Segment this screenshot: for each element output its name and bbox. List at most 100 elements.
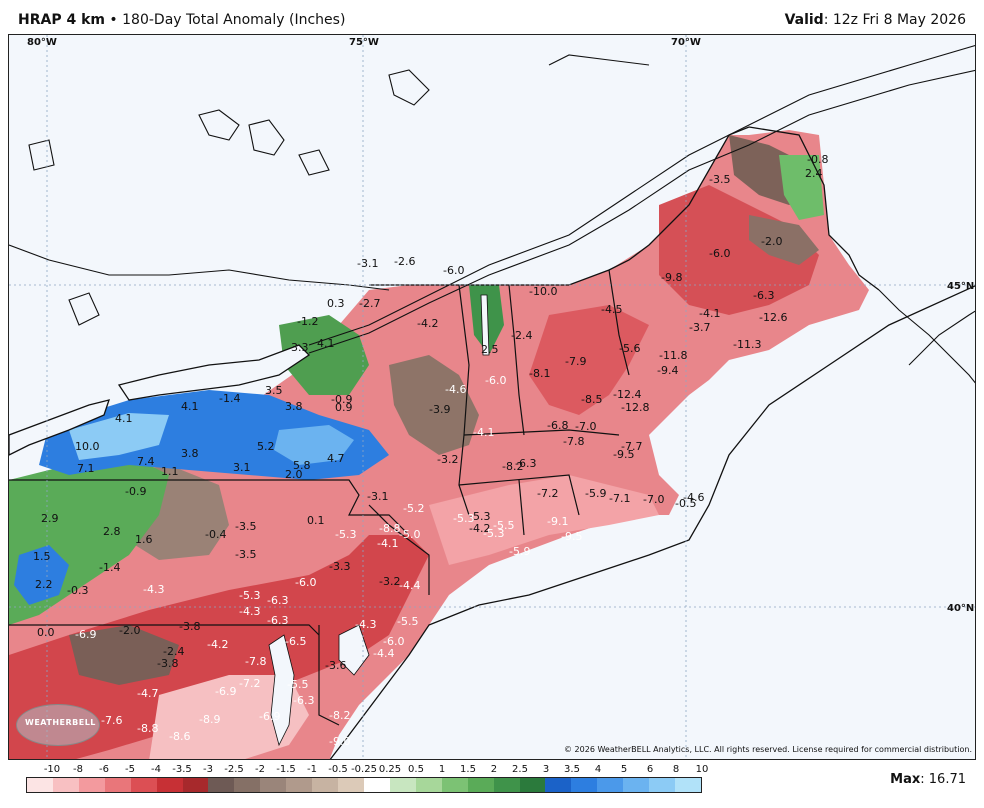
legend-swatch xyxy=(234,778,261,792)
point-value-label: 3.3 xyxy=(291,341,309,354)
point-value-label: -1.4 xyxy=(219,392,240,405)
point-value-label: -6.8 xyxy=(547,419,568,432)
point-value-label: -6.3 xyxy=(293,694,314,707)
chesapeake-bay xyxy=(268,634,295,747)
ottawa-river xyxy=(9,244,390,291)
legend-swatch xyxy=(182,778,209,792)
point-value-label: -2.6 xyxy=(394,255,415,268)
ct-ri-border xyxy=(518,479,525,536)
point-value-label: 1.1 xyxy=(161,465,179,478)
nova-scotia-coast xyxy=(908,310,975,366)
water-bodies xyxy=(9,285,975,759)
point-value-label: -6.3 xyxy=(515,457,536,470)
point-value-label: -6.0 xyxy=(709,247,730,260)
legend-swatch xyxy=(441,778,468,792)
legend-swatch xyxy=(52,778,79,792)
point-value-label: 2.9 xyxy=(41,512,59,525)
point-value-label: -5.3 xyxy=(335,528,356,541)
copyright-notice: © 2026 WeatherBELL Analytics, LLC. All r… xyxy=(564,745,972,754)
point-value-label: 4.1 xyxy=(317,337,335,350)
point-value-label: -4.3 xyxy=(355,618,376,631)
point-value-label: -10.0 xyxy=(529,285,557,298)
ma-north-border xyxy=(463,429,620,436)
legend-tick: 4 xyxy=(594,764,602,775)
point-value-label: -0.9 xyxy=(125,485,146,498)
point-value-label: -5.3 xyxy=(483,527,504,540)
point-value-label: -3.2 xyxy=(437,453,458,466)
legend-tick: -10 xyxy=(43,764,61,775)
light-blue-finger-lakes xyxy=(274,425,354,465)
point-value-label: 0.3 xyxy=(327,297,345,310)
legend-swatch xyxy=(649,778,676,792)
legend-tick: -8 xyxy=(73,764,83,775)
nh-me-border xyxy=(608,269,630,376)
atlantic-ocean xyxy=(329,285,975,759)
legend-tick: -4 xyxy=(151,764,161,775)
point-value-label: -0.8 xyxy=(807,153,828,166)
pa-md-border xyxy=(9,624,320,636)
lon-label-75: 75°W xyxy=(349,37,379,48)
lake-outline-2 xyxy=(248,119,285,156)
anomaly-field xyxy=(9,130,869,759)
legend-swatch xyxy=(545,778,572,792)
delaware-bay xyxy=(338,624,370,676)
point-value-label: -6.3 xyxy=(267,594,288,607)
point-value-label: 0.9 xyxy=(335,401,353,414)
legend-tick: 5 xyxy=(620,764,628,775)
lon-label-80: 80°W xyxy=(27,37,57,48)
legend-swatch xyxy=(208,778,235,792)
legend-tick: 1.5 xyxy=(460,764,476,775)
model-name: HRAP 4 km xyxy=(18,12,105,28)
map-title: HRAP 4 km • 180-Day Total Anomaly (Inche… xyxy=(18,12,345,28)
brown-patch-md xyxy=(69,625,179,685)
lake-outline-3 xyxy=(298,149,330,176)
ny-pa-border xyxy=(9,479,410,536)
point-value-label: -8.1 xyxy=(529,367,550,380)
graticule xyxy=(9,35,975,759)
point-value-label: -5.9 xyxy=(509,545,530,558)
vt-nh-border xyxy=(508,284,525,436)
legend-tick: 2.5 xyxy=(512,764,528,775)
boundaries xyxy=(9,45,975,726)
point-value-label: -5.3 xyxy=(453,512,474,525)
legend-tick: 2 xyxy=(490,764,498,775)
point-value-label: -5.2 xyxy=(403,502,424,515)
point-value-label: -3.1 xyxy=(367,490,388,503)
lake-erie xyxy=(9,399,110,456)
legend-tick: -2.5 xyxy=(224,764,244,775)
blue-wpa xyxy=(14,545,69,605)
point-value-label: -4.6 xyxy=(445,383,466,396)
point-value-label: -9.5 xyxy=(561,530,582,543)
point-value-label: 2.0 xyxy=(285,468,303,481)
legend-swatch xyxy=(312,778,339,792)
point-value-label: -7.2 xyxy=(537,487,558,500)
header: HRAP 4 km • 180-Day Total Anomaly (Inche… xyxy=(0,0,984,34)
bay-of-fundy-coast xyxy=(878,289,975,384)
point-value-label: -3.8 xyxy=(157,657,178,670)
point-value-label: -7.8 xyxy=(563,435,584,448)
legend-tick: -2 xyxy=(254,764,265,775)
point-value-label: 10.0 xyxy=(75,440,100,453)
point-value-label: -4.1 xyxy=(699,307,720,320)
lake-outline-4 xyxy=(388,69,430,106)
point-value-label: -7.0 xyxy=(575,420,596,433)
land-dark-red xyxy=(9,535,429,759)
maine-dark-red xyxy=(659,185,819,315)
point-value-label: -5.3 xyxy=(239,589,260,602)
point-value-label: -9.0 xyxy=(329,735,350,748)
point-value-label: -7.0 xyxy=(643,493,664,506)
point-value-label: 4.1 xyxy=(115,412,133,425)
us-canada-border xyxy=(369,126,750,286)
point-value-label: -8.9 xyxy=(199,713,220,726)
point-value-label: 2.8 xyxy=(103,525,121,538)
point-value-label: -11.8 xyxy=(659,349,687,362)
legend-tick: -3.5 xyxy=(172,764,192,775)
lake-outline-6 xyxy=(68,292,100,326)
point-value-label: -7.8 xyxy=(245,655,266,668)
point-value-label: -6.3 xyxy=(267,614,288,627)
legend-swatch xyxy=(389,778,416,792)
legend-tick: -6 xyxy=(99,764,109,775)
legend-tick: -1 xyxy=(307,764,317,775)
point-value-label: -5.0 xyxy=(399,528,420,541)
color-legend xyxy=(26,777,702,793)
